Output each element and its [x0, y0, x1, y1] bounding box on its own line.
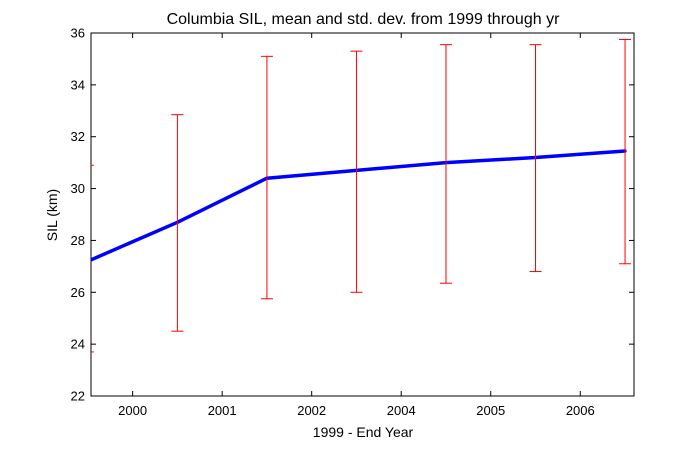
x-tick-label: 2005: [476, 403, 505, 418]
plot-frame: [90, 32, 635, 397]
y-tick-label: 24: [71, 337, 85, 352]
x-tick-label: 2004: [387, 403, 416, 418]
y-axis-label: SIL (km): [44, 189, 60, 241]
x-tick-label: 2000: [118, 403, 147, 418]
y-tick-label: 36: [71, 26, 85, 41]
y-tick-label: 30: [71, 181, 85, 196]
y-tick-label: 34: [71, 77, 85, 92]
chart-title: Columbia SIL, mean and std. dev. from 19…: [167, 11, 560, 28]
x-axis-label: 1999 - End Year: [313, 424, 414, 440]
series-point: [86, 260, 89, 263]
y-tick-label: 28: [71, 233, 85, 248]
y-tick-label: 26: [71, 285, 85, 300]
y-tick-label: 32: [71, 129, 85, 144]
x-tick-label: 2001: [208, 403, 237, 418]
plot-content: [86, 38, 632, 353]
x-tick-label: 2002: [297, 403, 326, 418]
x-tick-label: 2006: [566, 403, 595, 418]
y-tick-label: 22: [71, 389, 85, 404]
